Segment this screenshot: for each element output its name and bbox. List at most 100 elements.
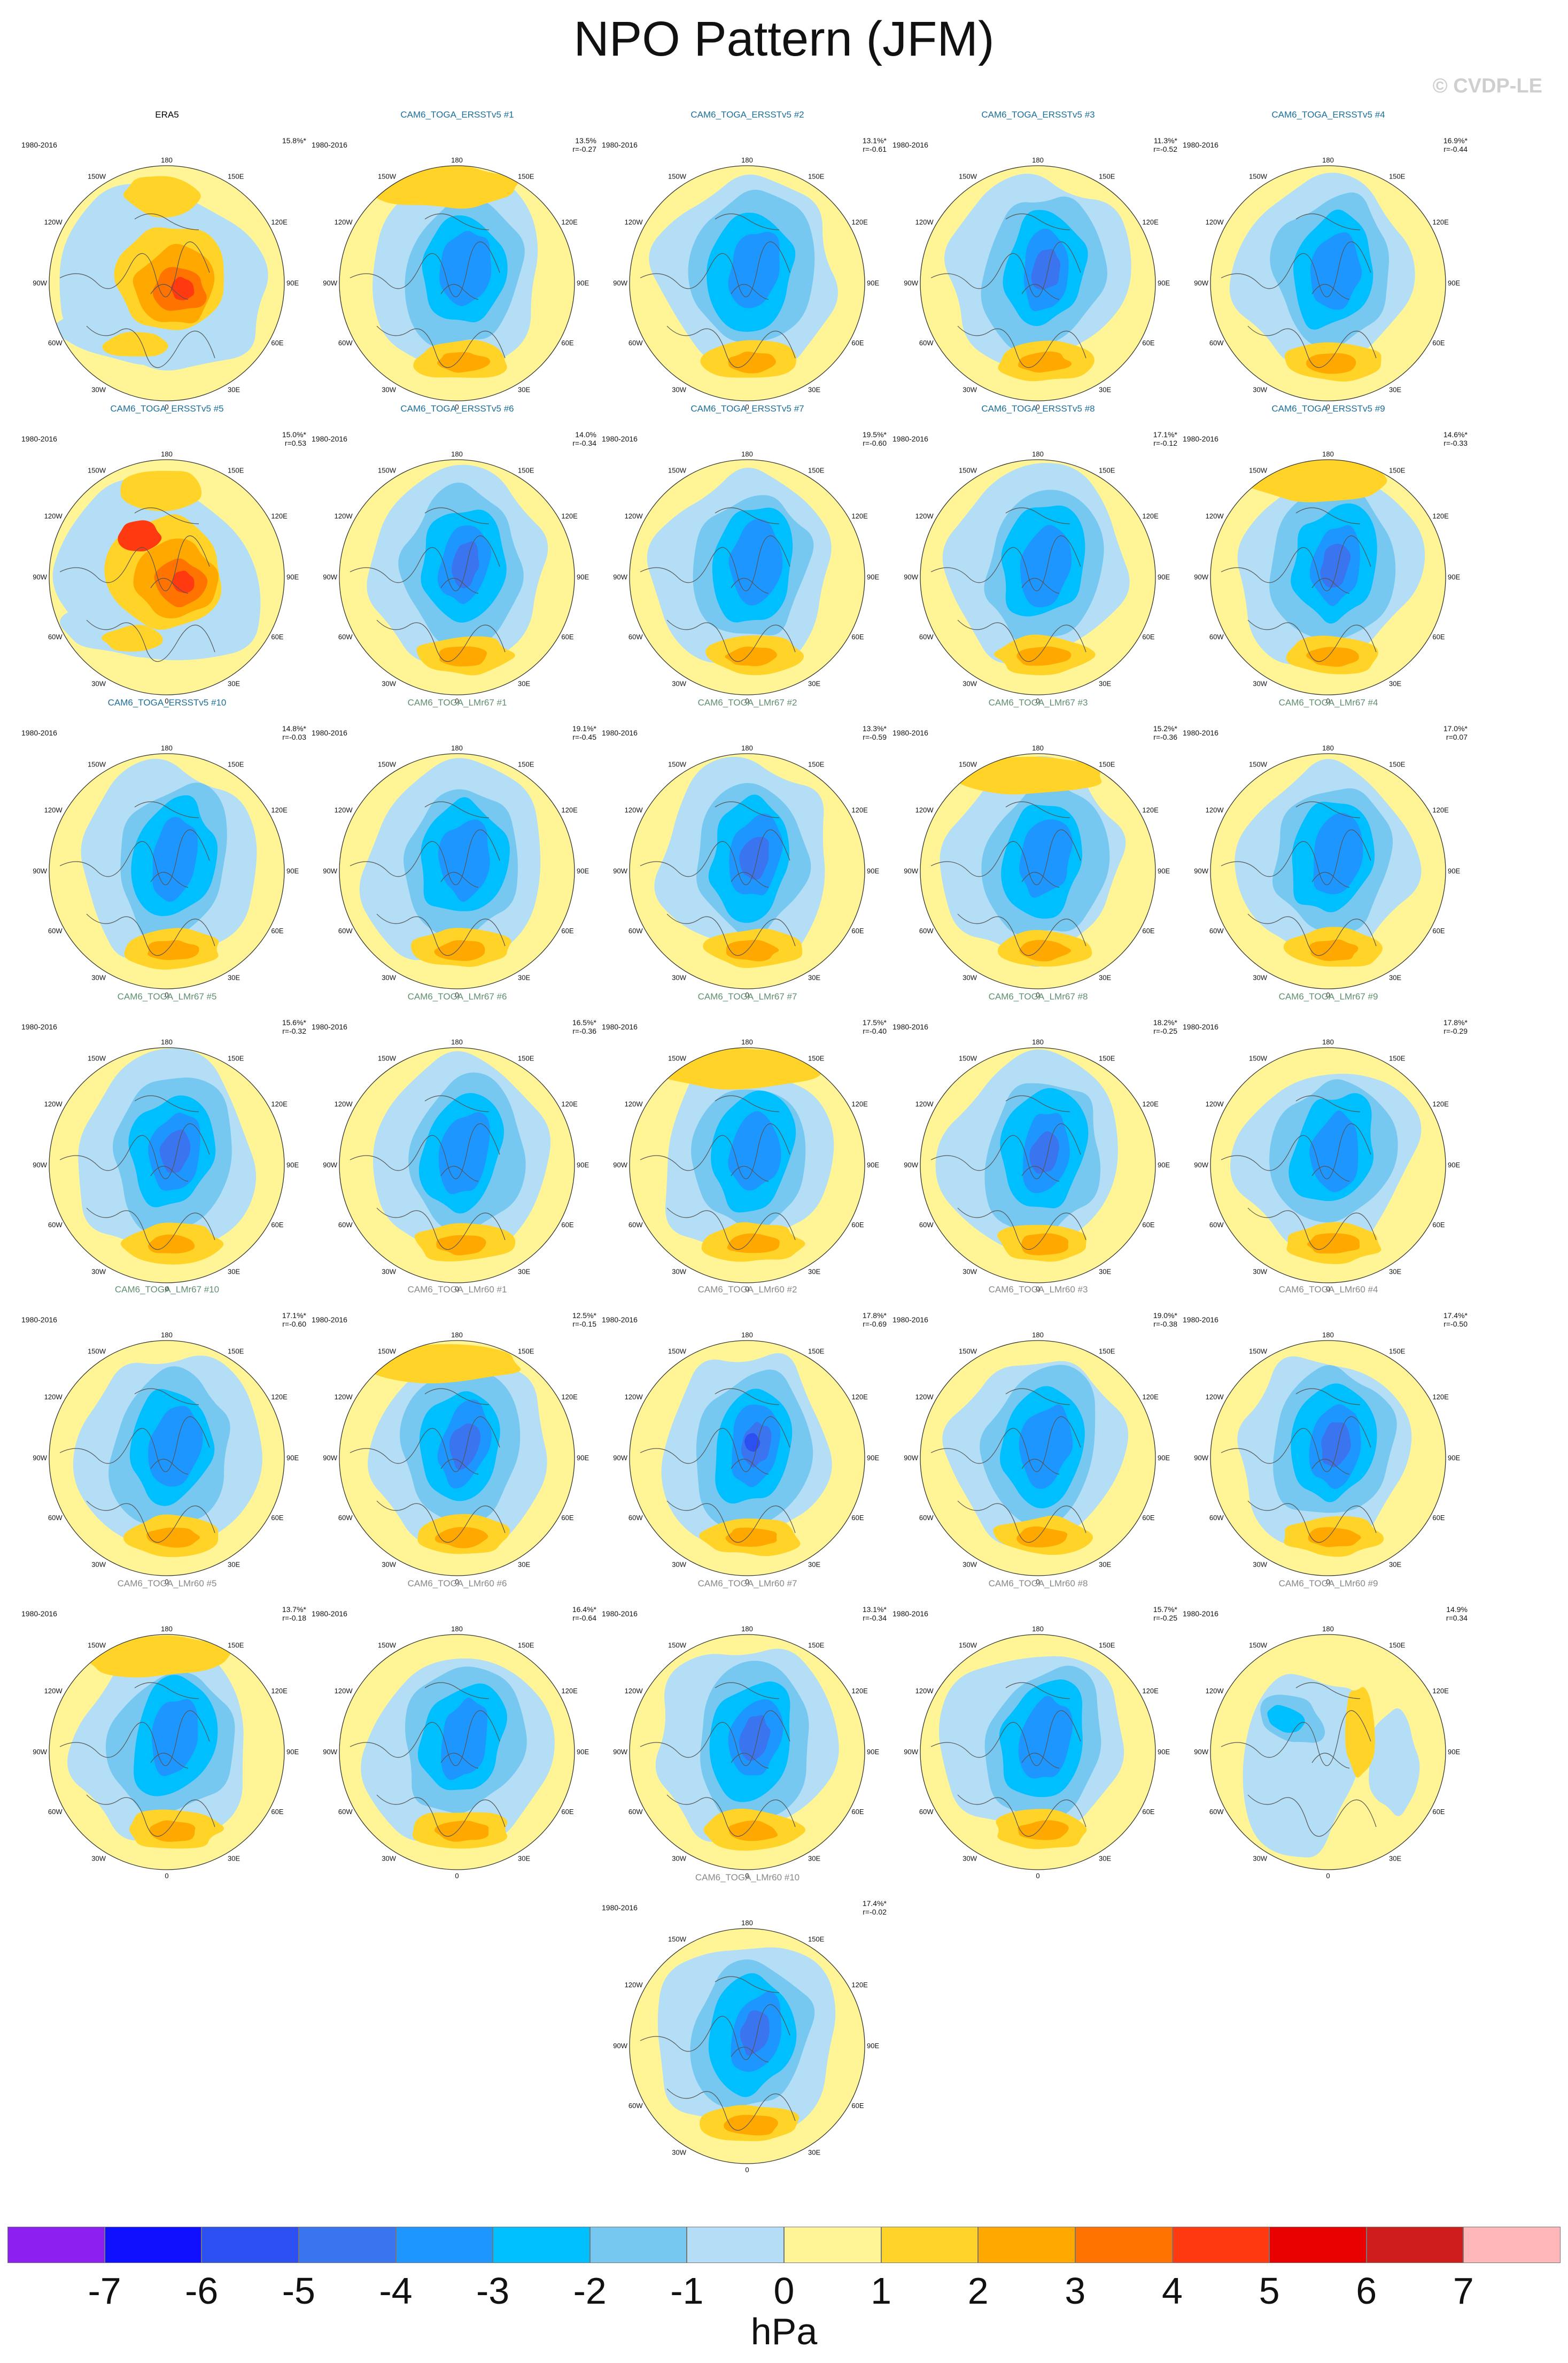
map-panel: CAM6_TOGA_LMr60 #6 1980-2016 16.4%* r=-0.64… bbox=[312, 1578, 603, 1880]
polar-map: 180 0 90W 90E 120W 120E 60W 60E 150W 150E 30W 30E bbox=[904, 1038, 1170, 1293]
colorbar-tick: 5 bbox=[1259, 2270, 1280, 2312]
longitude-label: 60E bbox=[271, 927, 283, 935]
longitude-label: 90W bbox=[1194, 1454, 1208, 1462]
panel-title: ERA5 bbox=[155, 110, 179, 120]
longitude-label: 90W bbox=[33, 1748, 47, 1756]
panel-period: 1980-2016 bbox=[1183, 141, 1218, 149]
longitude-label: 120W bbox=[335, 512, 353, 520]
longitude-label: 30E bbox=[1099, 1854, 1111, 1862]
longitude-label: 30W bbox=[962, 1560, 977, 1568]
longitude-label: 90E bbox=[1448, 279, 1460, 287]
longitude-label: 120E bbox=[1432, 1687, 1449, 1695]
map-panel: CAM6_TOGA_LMr60 #7 1980-2016 13.1%* r=-0.34… bbox=[602, 1578, 893, 1880]
longitude-label: 120W bbox=[44, 1687, 63, 1695]
panel-correlation: r=-0.38 bbox=[1153, 1320, 1177, 1328]
coastline bbox=[640, 1388, 796, 1543]
longitude-label: 90E bbox=[286, 279, 299, 287]
longitude-label: 120W bbox=[915, 806, 934, 814]
longitude-label: 120E bbox=[851, 806, 868, 814]
longitude-label: 150E bbox=[228, 1641, 244, 1649]
longitude-label: 90W bbox=[33, 279, 47, 287]
longitude-label: 120E bbox=[851, 1981, 868, 1989]
panel-period: 1980-2016 bbox=[1183, 1609, 1218, 1618]
longitude-label: 150W bbox=[378, 173, 397, 181]
longitude-label: 90W bbox=[323, 1454, 337, 1462]
longitude-label: 90W bbox=[323, 867, 337, 875]
longitude-label: 0 bbox=[745, 403, 749, 411]
panel-correlation: r=-0.29 bbox=[1443, 1027, 1468, 1035]
longitude-label: 0 bbox=[1326, 991, 1330, 999]
panel-title: CAM6_TOGA_LMr67 #9 bbox=[1278, 991, 1378, 1002]
longitude-label: 120W bbox=[1206, 1100, 1224, 1108]
panel-period: 1980-2016 bbox=[602, 1022, 638, 1031]
colorbar-tick: -7 bbox=[88, 2270, 121, 2312]
colorbar-tick: -5 bbox=[282, 2270, 315, 2312]
longitude-label: 150W bbox=[668, 1935, 687, 1943]
longitude-label: 180 bbox=[1322, 1625, 1334, 1633]
longitude-label: 30W bbox=[91, 679, 106, 687]
longitude-label: 90W bbox=[613, 1454, 627, 1462]
longitude-label: 90E bbox=[286, 1161, 299, 1169]
panel-period: 1980-2016 bbox=[602, 141, 638, 149]
map-boundary bbox=[49, 753, 285, 989]
map-boundary bbox=[339, 753, 575, 989]
longitude-label: 180 bbox=[161, 1625, 173, 1633]
longitude-label: 120E bbox=[561, 218, 578, 226]
longitude-label: 0 bbox=[1326, 403, 1330, 411]
panel-period: 1980-2016 bbox=[312, 1315, 347, 1324]
panel-period: 1980-2016 bbox=[602, 1903, 638, 1912]
map-boundary bbox=[49, 459, 285, 695]
longitude-label: 90E bbox=[1448, 573, 1460, 581]
longitude-label: 150W bbox=[88, 467, 106, 475]
coastline bbox=[59, 1095, 215, 1250]
longitude-label: 150E bbox=[518, 467, 534, 475]
map-boundary bbox=[49, 1634, 285, 1870]
map-panel: CAM6_TOGA_LMr67 #7 1980-2016 17.5%* r=-0.40… bbox=[602, 991, 893, 1293]
map-boundary bbox=[629, 753, 865, 989]
panel-period: 1980-2016 bbox=[602, 729, 638, 737]
panel-title: CAM6_TOGA_LMr60 #5 bbox=[117, 1578, 217, 1589]
longitude-label: 60W bbox=[628, 1514, 643, 1522]
panel-correlation: r=-0.34 bbox=[863, 1614, 887, 1622]
map-panel: CAM6_TOGA_LMr60 #9 1980-2016 14.9% r=0.34 18… bbox=[1183, 1578, 1474, 1880]
longitude-label: 30E bbox=[518, 1267, 530, 1275]
longitude-label: 150E bbox=[1389, 1055, 1406, 1063]
longitude-label: 180 bbox=[161, 156, 173, 164]
panel-period: 1980-2016 bbox=[21, 1022, 57, 1031]
longitude-label: 60W bbox=[48, 1808, 63, 1816]
panel-title: CAM6_TOGA_LMr67 #1 bbox=[407, 698, 507, 708]
map-panel: CAM6_TOGA_LMr67 #2 1980-2016 13.3%* r=-0.59… bbox=[602, 698, 893, 999]
panel-variance-pct: 17.4%* bbox=[1443, 1311, 1468, 1320]
longitude-label: 90W bbox=[1194, 279, 1208, 287]
panel-correlation: r=-0.15 bbox=[572, 1320, 596, 1328]
longitude-label: 150W bbox=[1249, 1055, 1268, 1063]
longitude-label: 90W bbox=[1194, 1748, 1208, 1756]
longitude-label: 90E bbox=[577, 1748, 589, 1756]
longitude-label: 90W bbox=[323, 1748, 337, 1756]
map-boundary bbox=[920, 459, 1156, 695]
longitude-label: 90W bbox=[613, 279, 627, 287]
longitude-label: 60W bbox=[1209, 1514, 1224, 1522]
panel-period: 1980-2016 bbox=[602, 435, 638, 443]
longitude-label: 30E bbox=[228, 1854, 240, 1862]
panel-title: CAM6_TOGA_ERSSTv5 #4 bbox=[1271, 110, 1385, 120]
longitude-label: 60E bbox=[851, 1221, 864, 1229]
coastline bbox=[930, 1095, 1086, 1250]
longitude-label: 120E bbox=[271, 512, 288, 520]
longitude-label: 0 bbox=[745, 1285, 749, 1293]
longitude-label: 90E bbox=[1158, 279, 1170, 287]
longitude-label: 120E bbox=[271, 806, 288, 814]
longitude-label: 90E bbox=[867, 1161, 879, 1169]
longitude-label: 120W bbox=[1206, 1393, 1224, 1401]
longitude-label: 180 bbox=[741, 1038, 753, 1046]
coastline bbox=[59, 507, 215, 662]
copyright-label: © CVDP-LE bbox=[1432, 75, 1542, 97]
panel-correlation: r=0.53 bbox=[284, 439, 306, 447]
panel-correlation: r=-0.27 bbox=[572, 145, 596, 153]
longitude-label: 90E bbox=[867, 867, 879, 875]
panel-variance-pct: 17.5%* bbox=[862, 1018, 887, 1027]
map-boundary bbox=[629, 165, 865, 401]
colorbar-tick: -4 bbox=[379, 2270, 413, 2312]
longitude-label: 150W bbox=[378, 761, 397, 769]
longitude-label: 120E bbox=[561, 1100, 578, 1108]
